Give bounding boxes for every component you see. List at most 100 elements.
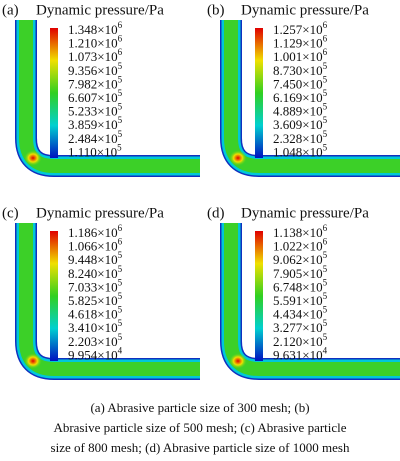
legend-label: 2.328×105 bbox=[273, 129, 328, 146]
exponent: 5 bbox=[323, 102, 328, 112]
exponent: 6 bbox=[323, 34, 328, 44]
legend-label: 1.001×106 bbox=[273, 47, 328, 64]
mantissa: 8.730×10 bbox=[273, 63, 323, 78]
caption-line: size of 800 mesh; (d) Abrasive particle … bbox=[51, 440, 350, 455]
legend-label: 1.186×106 bbox=[68, 223, 123, 240]
mantissa: 4.889×10 bbox=[273, 104, 323, 119]
legend-label: 9.954×104 bbox=[68, 345, 123, 362]
exponent: 5 bbox=[118, 129, 123, 139]
legend-label: 9.631×104 bbox=[273, 345, 328, 362]
mantissa: 5.233×10 bbox=[68, 104, 118, 119]
exponent: 5 bbox=[118, 74, 123, 84]
legend-title: Dynamic pressure/Pa bbox=[36, 2, 164, 18]
hot-spot bbox=[229, 353, 247, 369]
panel-label: (d) bbox=[207, 205, 225, 221]
mantissa: 9.631×10 bbox=[273, 347, 323, 362]
exponent: 5 bbox=[323, 74, 328, 84]
panel: (b) Dynamic pressure/Pa1.257×1061.129×106… bbox=[207, 2, 400, 177]
legend-label: 1.210×106 bbox=[68, 34, 123, 51]
legend-label: 5.591×105 bbox=[273, 291, 328, 308]
exponent: 5 bbox=[323, 142, 328, 152]
mantissa: 7.982×10 bbox=[68, 76, 118, 91]
mantissa: 3.277×10 bbox=[273, 320, 323, 335]
legend-label: 1.048×105 bbox=[273, 142, 328, 159]
exponent: 5 bbox=[118, 88, 123, 98]
exponent: 5 bbox=[323, 250, 328, 260]
mantissa: 8.240×10 bbox=[68, 266, 118, 281]
mantissa: 2.484×10 bbox=[68, 131, 118, 146]
mantissa: 9.356×10 bbox=[68, 63, 118, 78]
mantissa: 1.348×10 bbox=[68, 22, 118, 37]
legend-label: 2.120×105 bbox=[273, 332, 328, 349]
exponent: 5 bbox=[118, 264, 123, 274]
panel-label: (a) bbox=[2, 2, 19, 18]
mantissa: 7.033×10 bbox=[68, 279, 118, 294]
legend-label: 7.450×105 bbox=[273, 74, 328, 91]
legend-label: 8.730×105 bbox=[273, 61, 328, 78]
legend-label: 1.138×106 bbox=[273, 223, 328, 240]
mantissa: 1.110×10 bbox=[68, 144, 117, 159]
legend-label: 1.348×106 bbox=[68, 20, 123, 37]
mantissa: 1.257×10 bbox=[273, 22, 323, 37]
legend-title: Dynamic pressure/Pa bbox=[241, 2, 369, 18]
panel: (c) Dynamic pressure/Pa 1.186×1061.066×106… bbox=[2, 205, 200, 380]
mantissa: 1.073×10 bbox=[68, 49, 118, 64]
hot-spot bbox=[24, 353, 42, 369]
exponent: 5 bbox=[118, 305, 123, 315]
legend-label: 9.356×105 bbox=[68, 61, 123, 78]
legend-label: 8.240×105 bbox=[68, 264, 123, 281]
legend-label: 5.825×105 bbox=[68, 291, 123, 308]
legend-label: 1.129×106 bbox=[273, 34, 328, 51]
legend-title: Dynamic pressure/Pa bbox=[241, 205, 369, 221]
mantissa: 7.450×10 bbox=[273, 76, 323, 91]
legend-title: Dynamic pressure/Pa bbox=[36, 205, 164, 221]
mantissa: 3.609×10 bbox=[273, 117, 323, 132]
exponent: 5 bbox=[323, 277, 328, 287]
exponent: 6 bbox=[118, 47, 123, 57]
legend-label: 6.169×105 bbox=[273, 88, 328, 105]
mantissa: 2.120×10 bbox=[273, 334, 323, 349]
mantissa: 1.066×10 bbox=[68, 239, 118, 254]
legend-label: 1.110×105 bbox=[68, 142, 122, 159]
colorbar bbox=[50, 231, 58, 361]
mantissa: 6.748×10 bbox=[273, 279, 323, 294]
legend-label: 4.889×105 bbox=[273, 102, 328, 119]
legend-label: 9.062×105 bbox=[273, 250, 328, 267]
exponent: 5 bbox=[323, 264, 328, 274]
legend-label: 3.859×105 bbox=[68, 115, 123, 132]
legend-label: 6.748×105 bbox=[273, 277, 328, 294]
colorbar bbox=[255, 231, 263, 361]
exponent: 6 bbox=[323, 237, 328, 247]
mantissa: 1.210×10 bbox=[68, 36, 118, 51]
exponent: 5 bbox=[118, 61, 123, 71]
exponent: 6 bbox=[323, 223, 328, 233]
mantissa: 5.825×10 bbox=[68, 293, 118, 308]
caption-line: Abrasive particle size of 500 mesh; (c) … bbox=[53, 420, 346, 435]
legend-label: 1.066×106 bbox=[68, 237, 123, 254]
legend-label: 2.203×105 bbox=[68, 332, 123, 349]
hot-spot bbox=[229, 150, 247, 166]
legend-label: 3.609×105 bbox=[273, 115, 328, 132]
exponent: 6 bbox=[118, 237, 123, 247]
mantissa: 2.203×10 bbox=[68, 334, 118, 349]
exponent: 6 bbox=[118, 34, 123, 44]
exponent: 5 bbox=[323, 115, 328, 125]
exponent: 4 bbox=[323, 345, 328, 355]
hot-spot bbox=[24, 150, 42, 166]
legend-label: 2.484×105 bbox=[68, 129, 123, 146]
mantissa: 1.129×10 bbox=[273, 36, 323, 51]
legend-label: 9.448×105 bbox=[68, 250, 123, 267]
exponent: 5 bbox=[323, 61, 328, 71]
exponent: 6 bbox=[118, 20, 123, 30]
legend-label: 7.033×105 bbox=[68, 277, 123, 294]
panel: (d) Dynamic pressure/Pa1.138×1061.022×106… bbox=[207, 205, 400, 380]
legend-label: 6.607×105 bbox=[68, 88, 123, 105]
mantissa: 9.062×10 bbox=[273, 252, 323, 267]
panel: (a) Dynamic pressure/Pa1.348×1061.210×106… bbox=[2, 2, 200, 177]
legend-label: 3.410×105 bbox=[68, 318, 123, 335]
legend-label: 1.073×106 bbox=[68, 47, 123, 64]
panel-label: (c) bbox=[2, 205, 19, 221]
exponent: 5 bbox=[323, 291, 328, 301]
exponent: 5 bbox=[118, 318, 123, 328]
mantissa: 2.328×10 bbox=[273, 131, 323, 146]
